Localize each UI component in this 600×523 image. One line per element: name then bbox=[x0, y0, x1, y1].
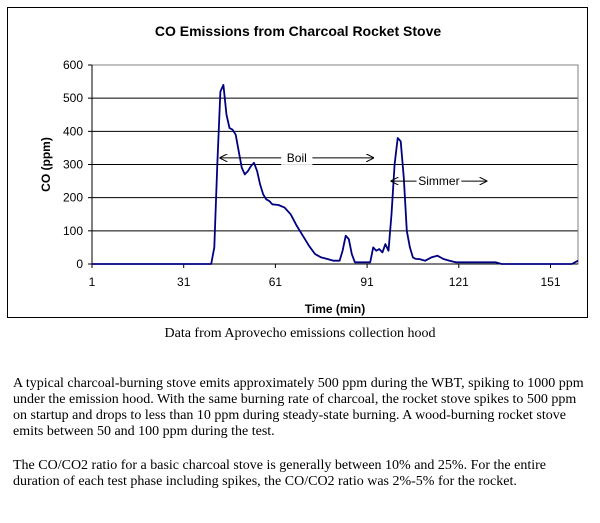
x-tick-label-31: 31 bbox=[177, 275, 191, 289]
y-tick-label-500: 500 bbox=[63, 91, 83, 105]
x-tick-label-121: 121 bbox=[449, 275, 469, 289]
series-line-0 bbox=[92, 84, 579, 265]
y-tick-label-600: 600 bbox=[63, 58, 83, 72]
annotation-label-boil: Boil bbox=[287, 151, 307, 165]
annotation-label-bg-boil bbox=[281, 150, 313, 165]
chart-container: CO Emissions from Charcoal Rocket Stove 0… bbox=[7, 7, 588, 318]
x-tick-label-91: 91 bbox=[360, 275, 374, 289]
co-emissions-chart: CO Emissions from Charcoal Rocket Stove 0… bbox=[39, 23, 579, 316]
y-tick-label-400: 400 bbox=[63, 124, 83, 138]
x-axis-label: Time (min) bbox=[305, 302, 365, 316]
y-axis-label: CO (ppm) bbox=[39, 137, 53, 192]
x-tick-label-61: 61 bbox=[269, 275, 283, 289]
chart-caption: Data from Aprovecho emissions collection… bbox=[164, 326, 436, 341]
annotation-label-simmer: Simmer bbox=[418, 174, 459, 188]
y-tick-label-0: 0 bbox=[76, 257, 83, 271]
y-tick-label-300: 300 bbox=[63, 158, 83, 172]
chart-title: CO Emissions from Charcoal Rocket Stove bbox=[155, 23, 442, 39]
y-tick-label-100: 100 bbox=[63, 224, 83, 238]
annotation-label-bg-simmer bbox=[416, 174, 462, 189]
paragraph-charcoal-stove-emissions: A typical charcoal-burning stove emits a… bbox=[13, 376, 584, 439]
x-tick-label-151: 151 bbox=[540, 275, 560, 289]
paragraph-co-co2-ratio: The CO/CO2 ratio for a basic charcoal st… bbox=[13, 458, 546, 489]
y-tick-label-200: 200 bbox=[63, 191, 83, 205]
x-tick-label-1: 1 bbox=[89, 275, 96, 289]
